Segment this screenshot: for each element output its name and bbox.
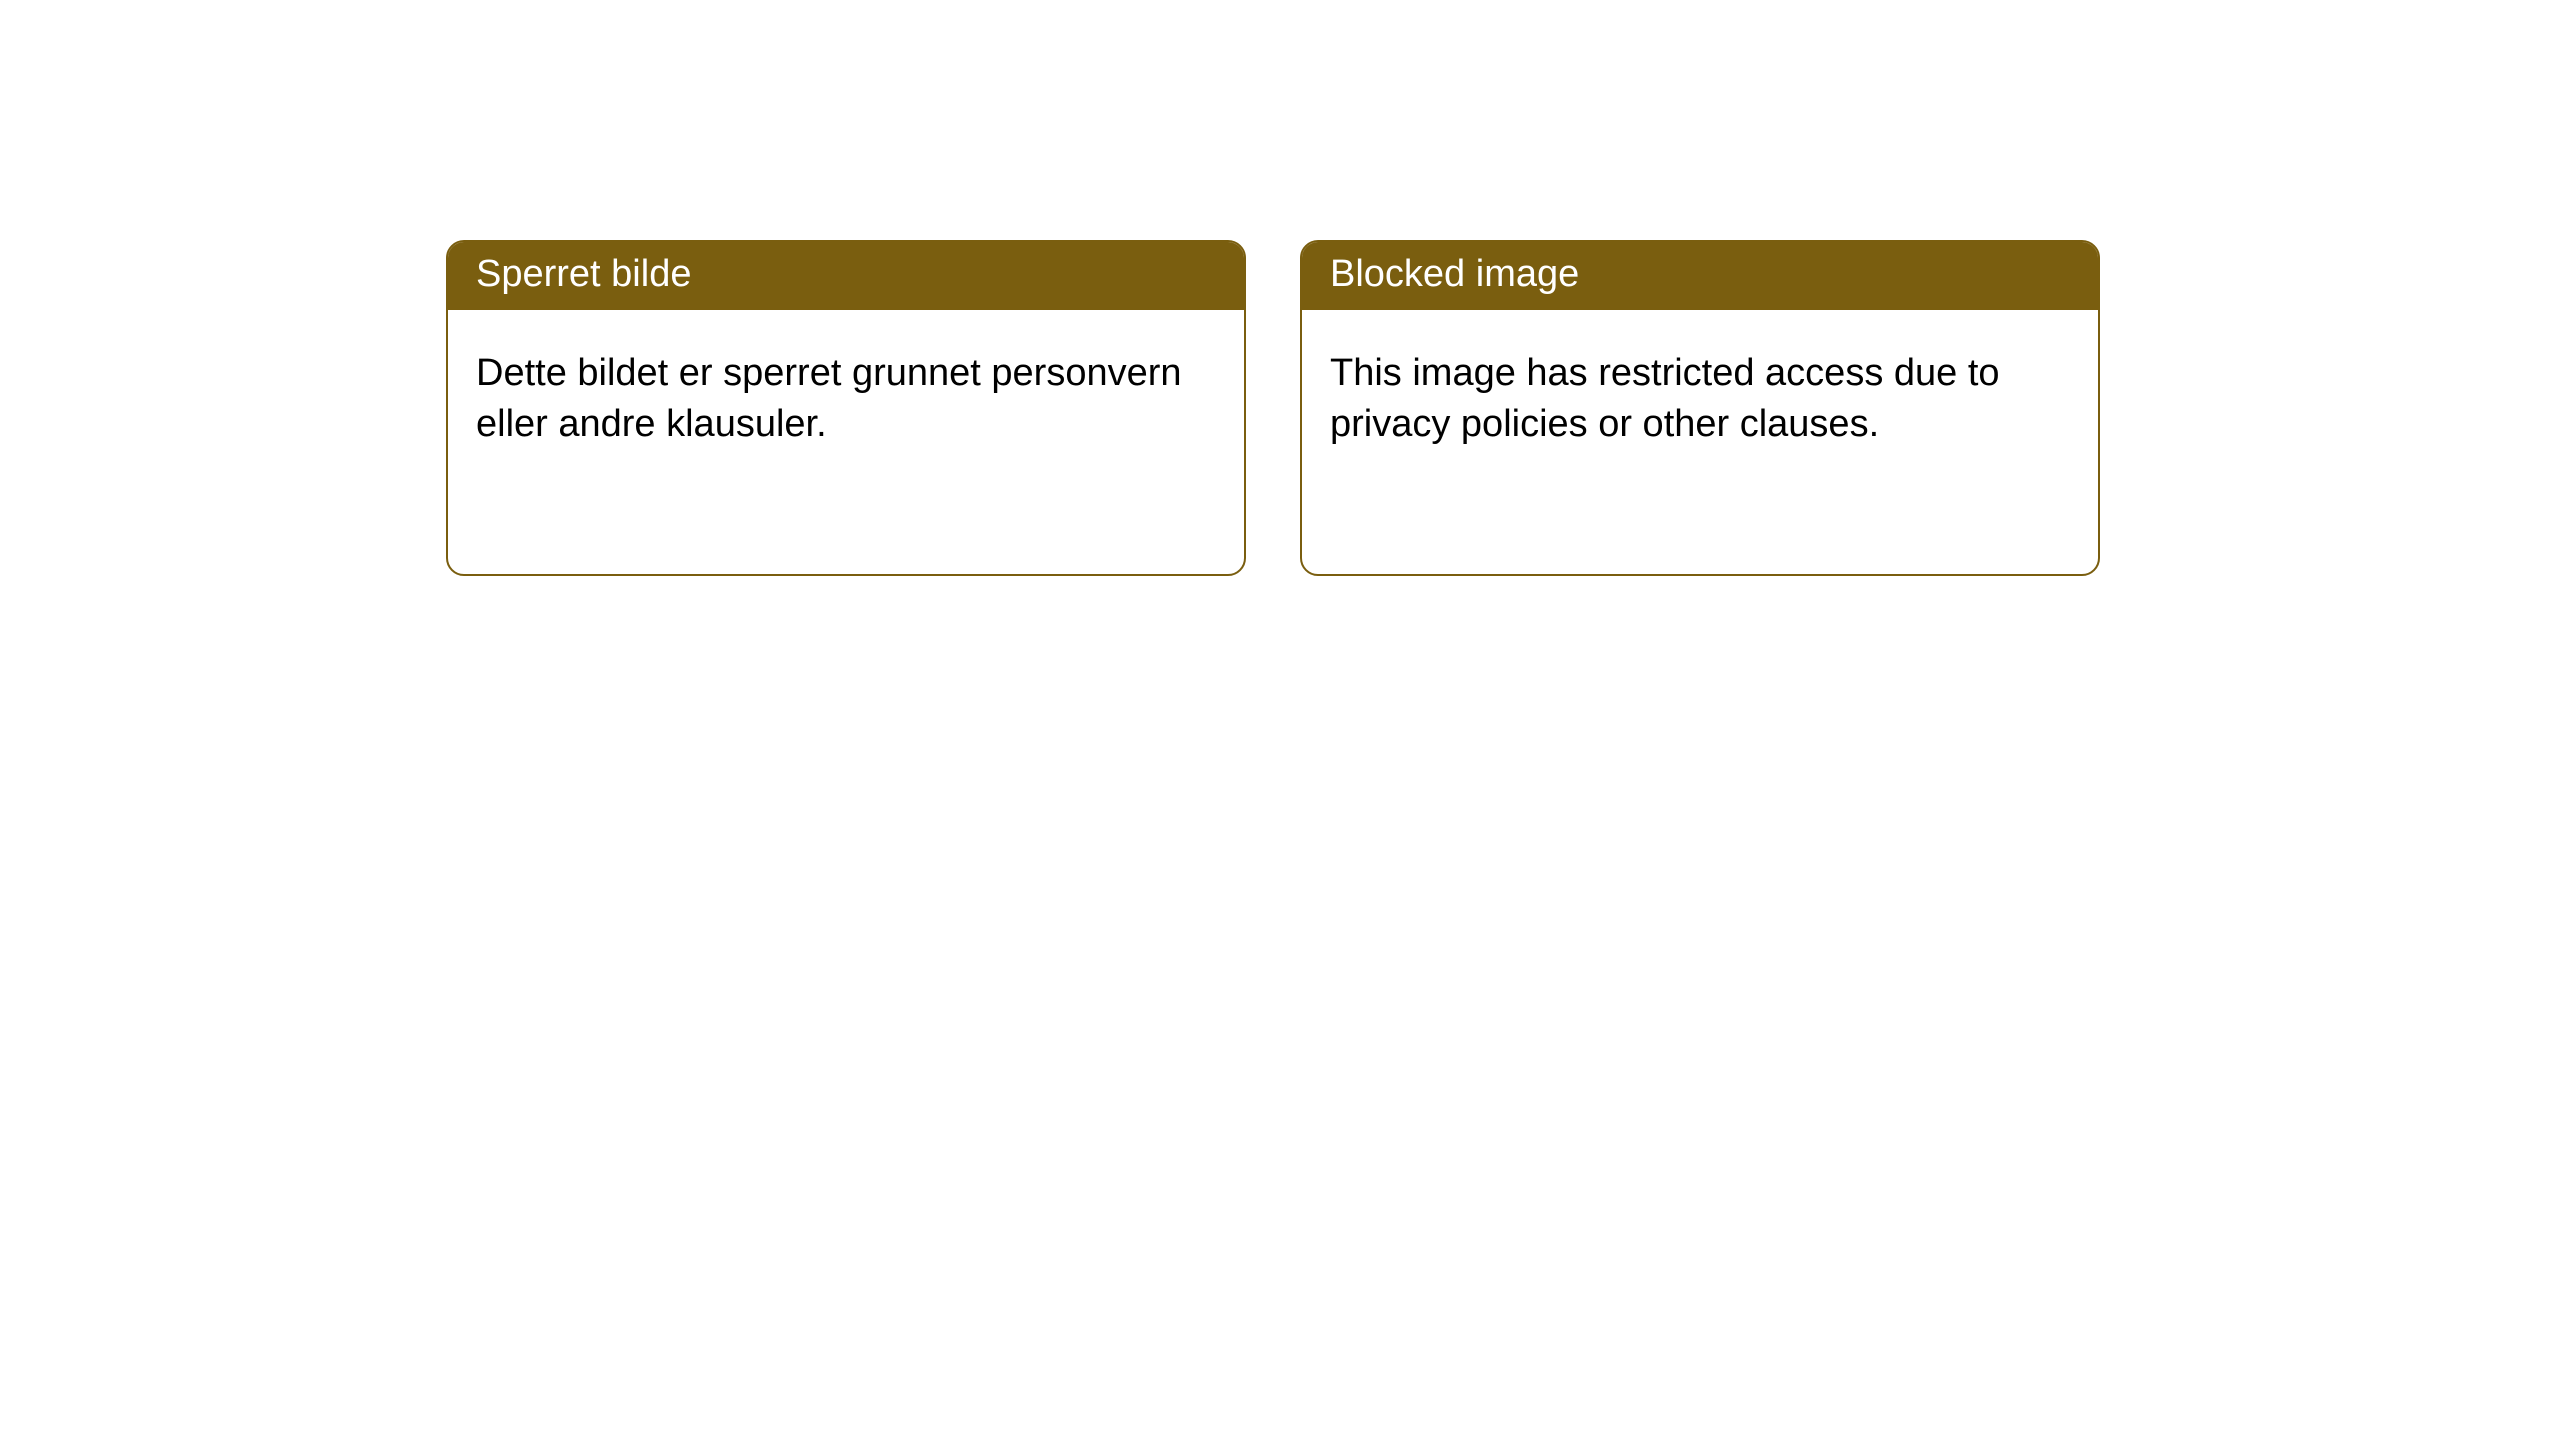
notice-body-en: This image has restricted access due to … [1302,310,2098,479]
notice-card-no: Sperret bilde Dette bildet er sperret gr… [446,240,1246,576]
notice-header-en: Blocked image [1302,242,2098,310]
notice-body-no: Dette bildet er sperret grunnet personve… [448,310,1244,479]
notice-card-en: Blocked image This image has restricted … [1300,240,2100,576]
notice-container: Sperret bilde Dette bildet er sperret gr… [0,0,2560,576]
notice-header-no: Sperret bilde [448,242,1244,310]
